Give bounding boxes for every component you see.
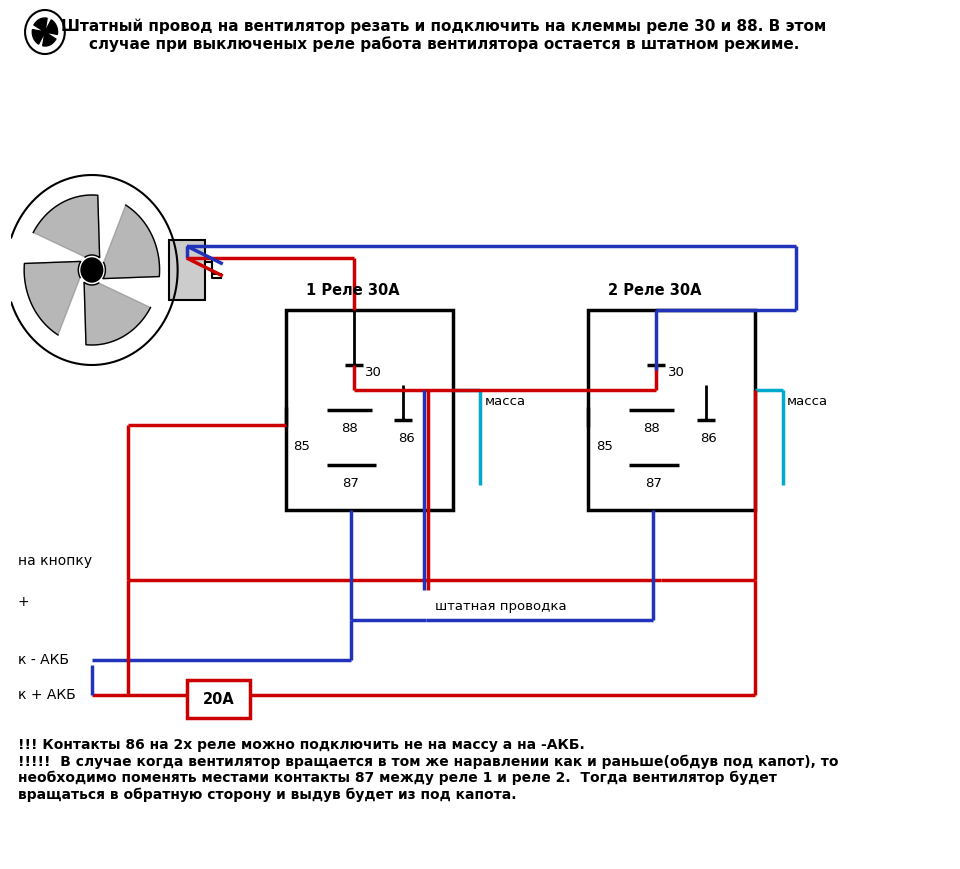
Text: штатная проводка: штатная проводка [435, 600, 566, 613]
Text: !!! Контакты 86 на 2х реле можно подключить не на массу а на -АКБ.
!!!!!  В случ: !!! Контакты 86 на 2х реле можно подключ… [18, 738, 838, 802]
Text: 20А: 20А [203, 692, 234, 706]
Polygon shape [33, 30, 45, 44]
Polygon shape [34, 195, 100, 258]
Circle shape [81, 258, 103, 282]
Text: 86: 86 [700, 432, 717, 445]
Text: 88: 88 [341, 422, 357, 435]
Bar [286, 310, 453, 510]
Polygon shape [34, 18, 47, 32]
Text: к - АКБ: к - АКБ [18, 653, 69, 667]
Polygon shape [103, 205, 159, 279]
Polygon shape [45, 20, 58, 35]
Bar [169, 240, 204, 300]
Bar [186, 680, 250, 718]
Circle shape [41, 28, 49, 36]
Text: на кнопку: на кнопку [18, 554, 92, 568]
Bar [588, 310, 756, 510]
Text: 85: 85 [293, 440, 310, 453]
Text: Штатный провод на вентилятор резать и подключить на клеммы реле 30 и 88. В этом
: Штатный провод на вентилятор резать и по… [61, 18, 827, 52]
Polygon shape [24, 262, 81, 335]
Text: 1 Реле 30А: 1 Реле 30А [306, 283, 399, 298]
Text: масса: масса [787, 395, 828, 408]
Text: 87: 87 [645, 477, 661, 490]
Text: 85: 85 [595, 440, 612, 453]
Text: 86: 86 [397, 432, 415, 445]
Text: 30: 30 [366, 367, 382, 380]
Text: 88: 88 [643, 422, 660, 435]
Polygon shape [84, 282, 151, 345]
Text: к + АКБ: к + АКБ [18, 688, 76, 702]
Text: 87: 87 [343, 477, 359, 490]
Text: 30: 30 [668, 367, 684, 380]
Text: 2 Реле 30А: 2 Реле 30А [609, 283, 702, 298]
Text: +: + [18, 595, 30, 609]
Text: масса: масса [485, 395, 526, 408]
Polygon shape [43, 32, 56, 46]
